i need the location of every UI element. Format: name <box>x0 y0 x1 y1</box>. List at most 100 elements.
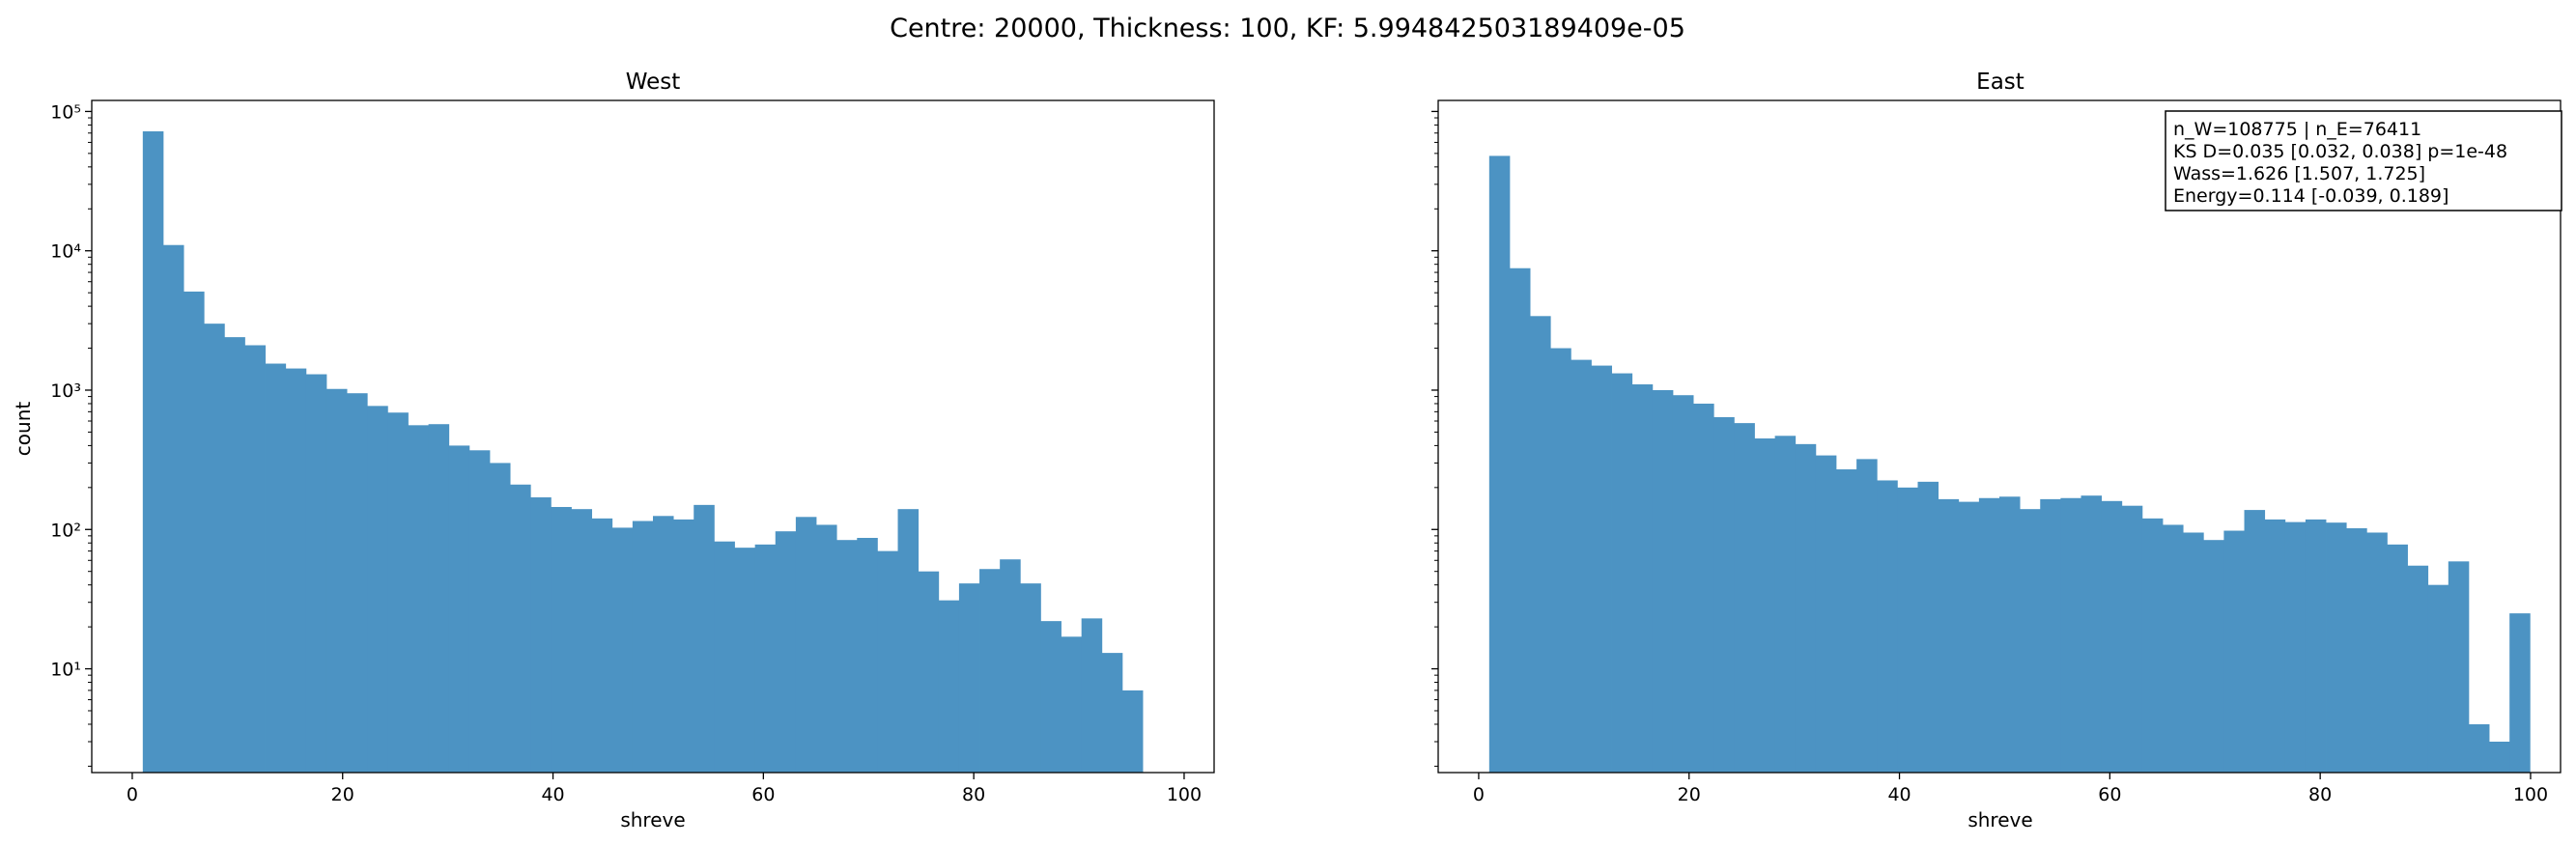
histogram-bar <box>2427 584 2449 773</box>
histogram-bar <box>836 540 858 773</box>
histogram-bar <box>387 412 409 773</box>
histogram-bar <box>244 345 266 773</box>
histogram-bar <box>530 497 552 773</box>
y-tick-label: 10² <box>50 520 81 541</box>
histogram-bar <box>1877 480 1898 773</box>
histogram-bar <box>2326 522 2347 773</box>
figure-suptitle: Centre: 20000, Thickness: 100, KF: 5.994… <box>890 14 1685 43</box>
east-x-ticks: 0 20 40 60 80 100 <box>1473 773 2548 805</box>
histogram-bar <box>1121 690 1144 773</box>
west-y-ticks: 10¹ 10² 10³ 10⁴ 10⁵ <box>50 101 92 767</box>
x-tick-label: 60 <box>751 784 775 805</box>
east-bars <box>1488 155 2531 774</box>
x-tick-label: 60 <box>2098 784 2121 805</box>
histogram-bar <box>2081 495 2103 773</box>
stats-legend-box: n_W=108775 | n_E=76411 KS D=0.035 [0.032… <box>2165 110 2562 211</box>
histogram-bar <box>265 363 287 773</box>
histogram-bar <box>2366 532 2388 773</box>
histogram-bar <box>857 537 878 773</box>
stats-line: Wass=1.626 [1.507, 1.725] <box>2173 163 2425 184</box>
histogram-bar <box>734 548 756 773</box>
histogram-bar <box>1101 653 1123 773</box>
histogram-bar <box>2121 505 2143 773</box>
histogram-bar <box>1938 498 1960 773</box>
west-bars <box>142 131 1144 774</box>
histogram-bar <box>653 516 674 773</box>
histogram-bar <box>326 388 348 773</box>
histogram-bar <box>2264 519 2286 773</box>
histogram-bar <box>1856 459 1878 773</box>
histogram-bar <box>1571 359 1592 773</box>
x-tick-label: 20 <box>1678 784 1701 805</box>
histogram-bar <box>408 425 429 773</box>
histogram-bar <box>2203 540 2224 773</box>
stats-line: Energy=0.114 [-0.039, 0.189] <box>2173 185 2449 207</box>
histogram-bar <box>694 504 715 773</box>
histogram-bar <box>1734 423 1755 773</box>
histogram-bar <box>551 506 572 773</box>
y-tick-label: 10³ <box>50 380 81 402</box>
x-tick-label: 20 <box>331 784 354 805</box>
histogram-bar <box>1488 155 1511 774</box>
histogram-bar <box>285 368 307 773</box>
y-tick-label: 10⁵ <box>50 101 81 123</box>
histogram-bar <box>795 517 817 773</box>
histogram-bar <box>2101 500 2123 773</box>
histogram-bar <box>1061 636 1083 773</box>
stats-line: n_W=108775 | n_E=76411 <box>2173 119 2421 140</box>
histogram-bar <box>1530 316 1551 773</box>
histogram-bar <box>2468 723 2490 773</box>
histogram-bar <box>2020 509 2041 773</box>
west-y-axis-label: count <box>12 402 35 457</box>
histogram-bar <box>918 571 940 773</box>
histogram-bar <box>204 324 225 773</box>
histogram-bar <box>2060 497 2081 773</box>
histogram-bar <box>2387 544 2408 773</box>
histogram-bar <box>571 509 593 773</box>
histogram-bar <box>1958 501 1980 773</box>
histogram-bar <box>1040 621 1062 773</box>
histogram-bar <box>2244 510 2266 773</box>
histogram-bar <box>224 337 245 773</box>
stats-line: KS D=0.035 [0.032, 0.038] p=1e-48 <box>2173 141 2507 162</box>
histogram-bar <box>347 393 368 773</box>
histogram-bar <box>877 550 898 773</box>
east-x-axis-label: shreve <box>1967 808 2032 831</box>
histogram-bar <box>1509 268 1531 774</box>
histogram-bar <box>2223 530 2245 773</box>
histogram-bar <box>367 406 388 773</box>
histogram-bar <box>2346 528 2367 773</box>
x-tick-label: 40 <box>541 784 564 805</box>
west-axes-frame <box>91 99 1215 774</box>
histogram-bar <box>1081 618 1103 773</box>
x-tick-label: 100 <box>1167 784 1202 805</box>
x-tick-label: 0 <box>127 784 138 805</box>
east-title: East <box>1976 70 2024 95</box>
histogram-bar <box>448 445 470 773</box>
histogram-bar <box>816 524 837 773</box>
histogram-bar <box>2509 613 2531 773</box>
histogram-bar <box>714 541 735 773</box>
histogram-bar <box>468 450 491 773</box>
histogram-bar <box>2040 498 2061 773</box>
histogram-bar <box>1978 497 2000 773</box>
histogram-bar <box>673 519 694 773</box>
west-panel: West 0 20 40 60 80 100 10¹ 10² 10³ 10⁴ 10⁵ shreve… <box>12 70 1215 831</box>
histogram-bar <box>938 600 960 773</box>
histogram-bar <box>754 544 777 773</box>
histogram-bar <box>2489 741 2510 773</box>
histogram-bar <box>2284 521 2307 773</box>
x-tick-label: 0 <box>1473 784 1485 805</box>
west-x-ticks: 0 20 40 60 80 100 <box>127 773 1202 805</box>
histogram-bar <box>979 569 1001 773</box>
histogram-bar <box>632 521 654 773</box>
east-axes-frame <box>1437 99 2562 774</box>
histogram-bar <box>1672 395 1694 773</box>
x-tick-label: 80 <box>2308 784 2332 805</box>
histogram-bar <box>305 374 327 773</box>
histogram-bar <box>1020 583 1041 773</box>
east-panel: East 0 20 40 60 80 100 shreve n_W=108775 | n_… <box>1431 70 2562 831</box>
histogram-bar <box>1693 403 1714 773</box>
west-x-axis-label: shreve <box>620 808 685 831</box>
histogram-bar <box>1713 416 1735 773</box>
